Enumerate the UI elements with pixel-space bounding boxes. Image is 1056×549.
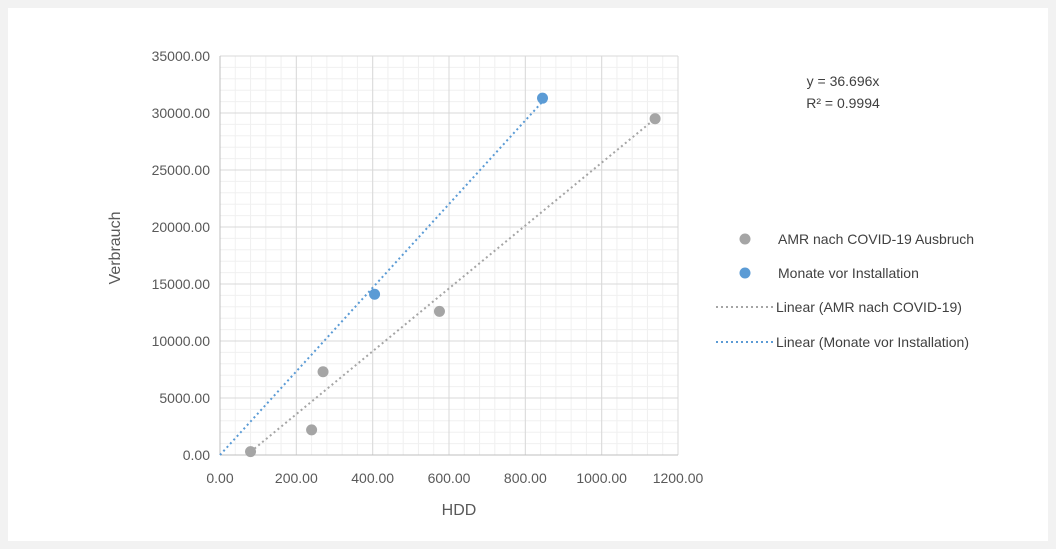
y-tick-label: 20000.00 xyxy=(152,219,211,235)
y-tick-label: 35000.00 xyxy=(152,48,211,64)
legend-label-linear-monate: Linear (Monate vor Installation) xyxy=(776,334,969,350)
y-tick-label: 15000.00 xyxy=(152,276,211,292)
x-tick-label: 400.00 xyxy=(351,470,394,486)
legend-label-amr: AMR nach COVID-19 Ausbruch xyxy=(778,231,974,247)
trendline-equation: y = 36.696x R² = 0.9994 xyxy=(806,73,880,111)
legend-entry-linear-amr: Linear (AMR nach COVID-19) xyxy=(716,299,962,315)
y-axis-tick-labels: 0.00 5000.00 10000.00 15000.00 20000.00 25000… xyxy=(152,48,211,463)
x-tick-label: 600.00 xyxy=(428,470,471,486)
data-point-amr xyxy=(433,305,445,317)
legend-entry-amr: AMR nach COVID-19 Ausbruch xyxy=(739,231,974,247)
y-tick-label: 5000.00 xyxy=(159,390,210,406)
legend: AMR nach COVID-19 Ausbruch Monate vor In… xyxy=(716,231,974,350)
major-gridlines xyxy=(219,55,679,456)
data-point-monate xyxy=(537,92,549,104)
x-tick-label: 0.00 xyxy=(206,470,233,486)
legend-entry-linear-monate: Linear (Monate vor Installation) xyxy=(716,334,969,350)
y-tick-label: 30000.00 xyxy=(152,105,211,121)
equation-text: y = 36.696x xyxy=(807,73,880,89)
x-axis-title: HDD xyxy=(442,502,477,519)
chart-area: 0.00 200.00 400.00 600.00 800.00 1000.00 1200.… xyxy=(8,8,1048,541)
y-tick-label: 0.00 xyxy=(183,447,210,463)
legend-marker-monate xyxy=(739,267,751,279)
trendline-monate xyxy=(219,100,544,456)
x-tick-label: 1000.00 xyxy=(576,470,627,486)
axes xyxy=(219,56,678,456)
data-point-amr xyxy=(317,366,329,378)
x-tick-label: 1200.00 xyxy=(653,470,704,486)
x-tick-label: 200.00 xyxy=(275,470,318,486)
legend-label-monate: Monate vor Installation xyxy=(778,265,919,281)
legend-entry-monate: Monate vor Installation xyxy=(739,265,919,281)
data-point-amr xyxy=(245,446,257,458)
x-axis-tick-labels: 0.00 200.00 400.00 600.00 800.00 1000.00 1200.… xyxy=(206,470,703,486)
y-tick-label: 25000.00 xyxy=(152,162,211,178)
legend-label-linear-amr: Linear (AMR nach COVID-19) xyxy=(776,299,962,315)
r-squared-text: R² = 0.9994 xyxy=(806,95,880,111)
data-point-amr xyxy=(306,424,318,436)
legend-marker-amr xyxy=(739,233,751,245)
x-tick-label: 800.00 xyxy=(504,470,547,486)
y-tick-label: 10000.00 xyxy=(152,333,211,349)
trendlines xyxy=(219,100,656,456)
data-points xyxy=(245,92,661,458)
trendline-amr xyxy=(246,117,656,456)
y-axis-title: Verbrauch xyxy=(107,212,124,285)
data-point-amr xyxy=(649,113,661,125)
data-point-monate xyxy=(369,288,381,300)
scatter-chart: 0.00 200.00 400.00 600.00 800.00 1000.00 1200.… xyxy=(107,48,974,519)
